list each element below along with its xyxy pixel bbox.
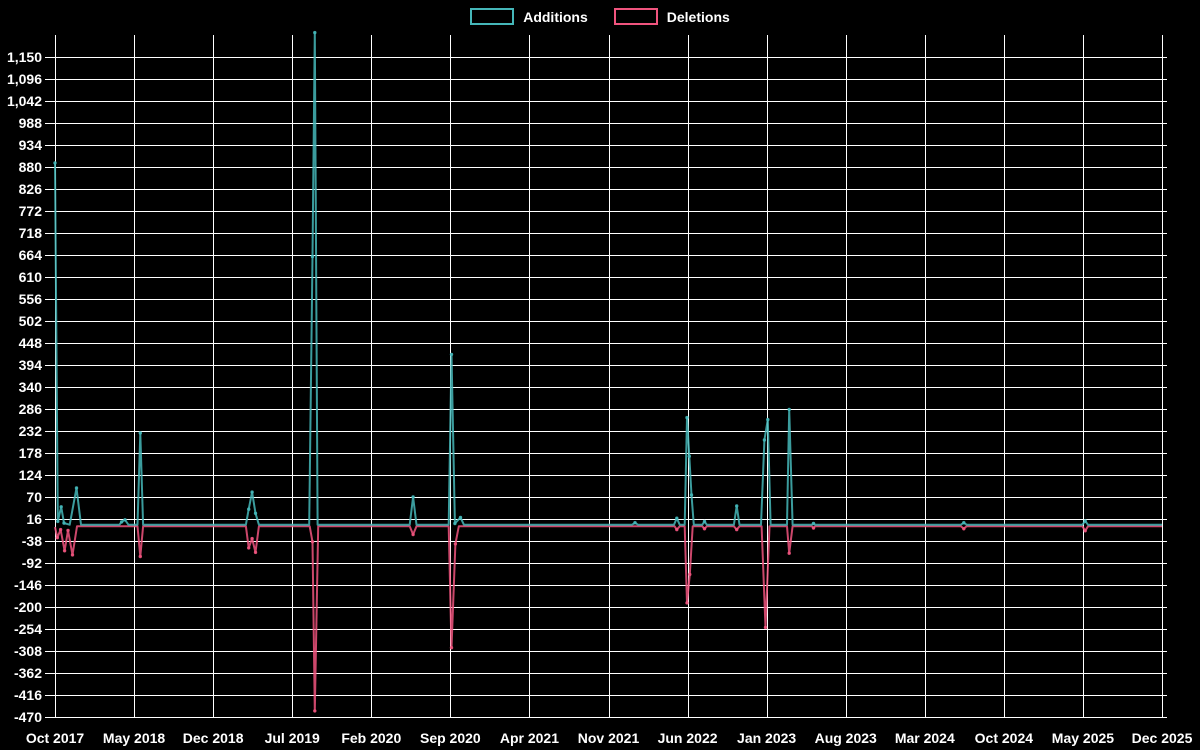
svg-text:Dec 2025: Dec 2025 bbox=[1132, 730, 1193, 746]
y-axis-labels: 1,150 1,096 1,042 988 934 880 826 772 718 664 610 5… bbox=[7, 49, 42, 725]
svg-text:-470: -470 bbox=[14, 709, 42, 725]
svg-text:610: 610 bbox=[19, 269, 43, 285]
grid-lines bbox=[45, 35, 1167, 718]
svg-text:1,096: 1,096 bbox=[7, 71, 42, 87]
additions-line bbox=[53, 30, 1162, 526]
svg-text:May 2018: May 2018 bbox=[103, 730, 165, 746]
svg-text:Aug 2023: Aug 2023 bbox=[815, 730, 877, 746]
svg-text:Jul 2019: Jul 2019 bbox=[265, 730, 320, 746]
svg-text:-362: -362 bbox=[14, 665, 42, 681]
svg-text:718: 718 bbox=[19, 225, 43, 241]
svg-text:-416: -416 bbox=[14, 687, 42, 703]
svg-text:May 2025: May 2025 bbox=[1052, 730, 1114, 746]
svg-text:934: 934 bbox=[19, 137, 43, 153]
svg-text:556: 556 bbox=[19, 291, 43, 307]
legend-item-additions[interactable]: Additions bbox=[470, 8, 588, 25]
additions-legend-label: Additions bbox=[523, 8, 588, 25]
svg-text:Sep 2020: Sep 2020 bbox=[420, 730, 481, 746]
svg-text:Oct 2024: Oct 2024 bbox=[975, 730, 1034, 746]
svg-text:502: 502 bbox=[19, 313, 43, 329]
svg-text:232: 232 bbox=[19, 423, 43, 439]
svg-text:988: 988 bbox=[19, 115, 43, 131]
svg-text:Jan 2023: Jan 2023 bbox=[737, 730, 796, 746]
svg-text:340: 340 bbox=[19, 379, 43, 395]
svg-text:178: 178 bbox=[19, 445, 43, 461]
svg-text:Oct 2017: Oct 2017 bbox=[26, 730, 85, 746]
svg-text:124: 124 bbox=[19, 467, 43, 483]
svg-text:880: 880 bbox=[19, 159, 43, 175]
svg-text:-38: -38 bbox=[22, 533, 42, 549]
svg-text:Feb 2020: Feb 2020 bbox=[341, 730, 401, 746]
svg-text:70: 70 bbox=[26, 489, 42, 505]
svg-text:1,042: 1,042 bbox=[7, 93, 42, 109]
svg-text:-146: -146 bbox=[14, 577, 42, 593]
svg-text:1,150: 1,150 bbox=[7, 49, 42, 65]
svg-text:394: 394 bbox=[19, 357, 43, 373]
deletions-swatch bbox=[613, 8, 658, 25]
svg-text:Jun 2022: Jun 2022 bbox=[658, 730, 718, 746]
svg-text:826: 826 bbox=[19, 181, 43, 197]
svg-text:Nov 2021: Nov 2021 bbox=[578, 730, 640, 746]
svg-text:-254: -254 bbox=[14, 621, 42, 637]
svg-text:16: 16 bbox=[26, 511, 42, 527]
svg-text:286: 286 bbox=[19, 401, 43, 417]
deletions-legend-label: Deletions bbox=[666, 8, 730, 25]
legend-item-deletions[interactable]: Deletions bbox=[613, 8, 730, 25]
svg-text:664: 664 bbox=[19, 247, 43, 263]
x-axis-labels: Oct 2017 May 2018 Dec 2018 Jul 2019 Feb 2020… bbox=[26, 730, 1193, 746]
svg-text:448: 448 bbox=[19, 335, 43, 351]
legend: Additions Deletions bbox=[0, 8, 1200, 25]
svg-text:-308: -308 bbox=[14, 643, 42, 659]
svg-text:Dec 2018: Dec 2018 bbox=[183, 730, 244, 746]
svg-text:Mar 2024: Mar 2024 bbox=[895, 730, 955, 746]
svg-text:772: 772 bbox=[19, 203, 43, 219]
svg-text:Apr 2021: Apr 2021 bbox=[500, 730, 559, 746]
svg-text:-92: -92 bbox=[22, 555, 42, 571]
additions-swatch bbox=[470, 8, 515, 25]
deletions-line bbox=[54, 525, 1162, 713]
svg-text:-200: -200 bbox=[14, 599, 42, 615]
